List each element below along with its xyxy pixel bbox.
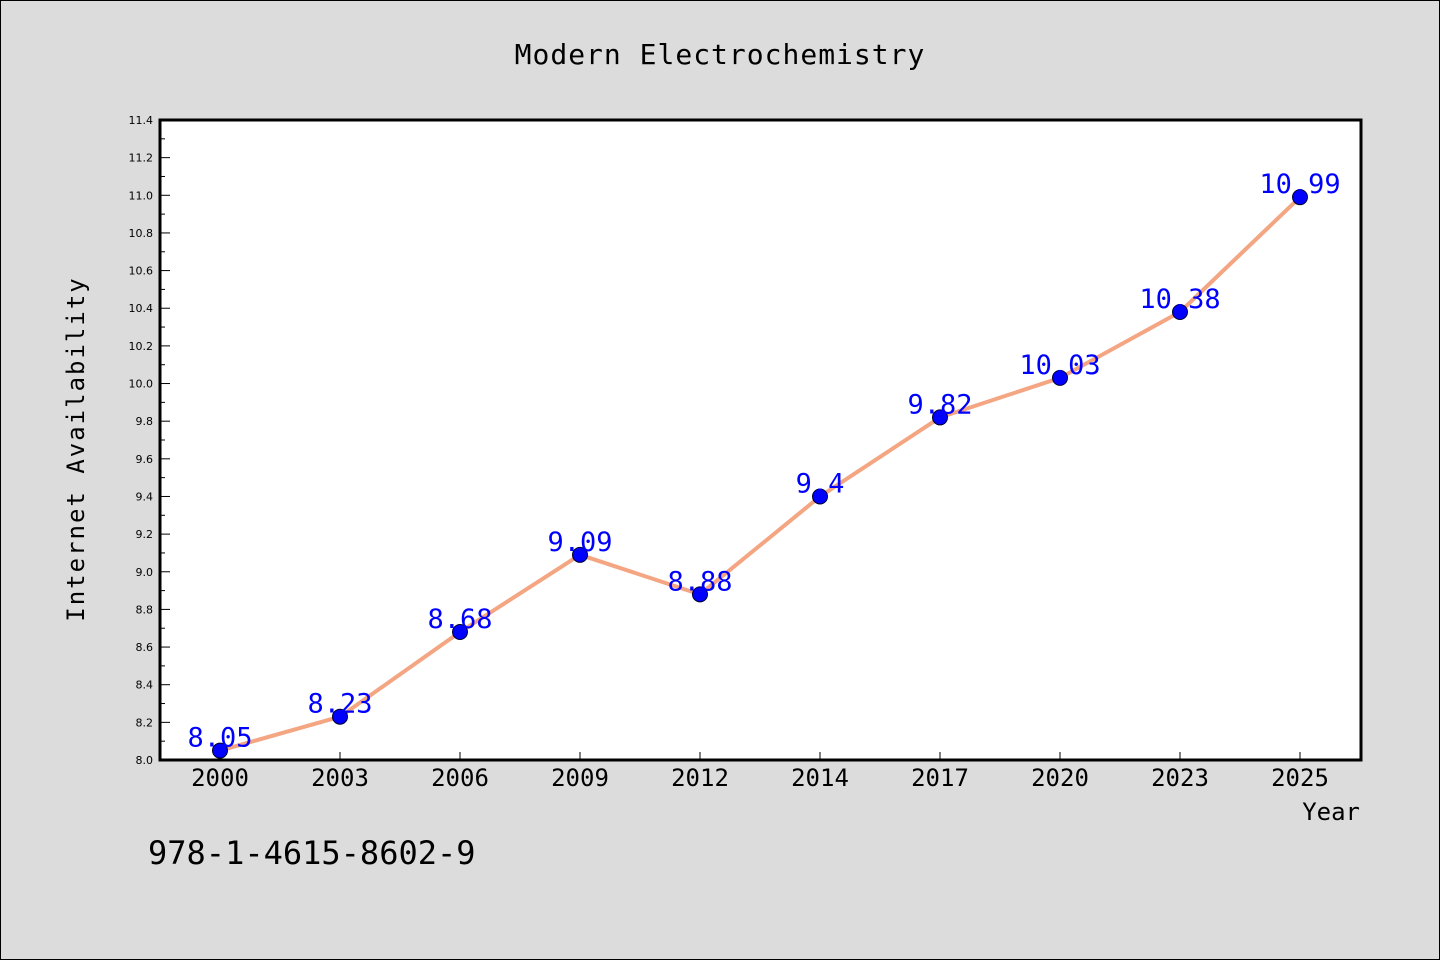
data-point-marker	[932, 409, 948, 426]
y-tick-label: 9.4	[136, 490, 154, 503]
data-point-marker	[692, 586, 708, 603]
data-labels: 8.05 8.23 8.68 9.09 8.88 9.4 9.82 10.03 10.38 10.…	[187, 169, 1340, 753]
y-tick-label: 11.4	[129, 114, 154, 127]
data-value-label: 8.23	[307, 689, 372, 720]
y-tick-label: 8.0	[136, 754, 154, 767]
y-tick-label: 11.2	[129, 152, 154, 165]
data-point-marker	[812, 488, 828, 505]
data-value-label: 10.03	[1019, 350, 1100, 381]
y-tick-label: 8.8	[136, 603, 154, 616]
y-tick-label: 10.6	[129, 265, 154, 278]
y-tick-label: 9.6	[136, 453, 154, 466]
y-tick-label: 10.8	[129, 227, 154, 240]
data-value-label: 10.38	[1139, 284, 1220, 315]
x-tick-label: 2023	[1151, 764, 1209, 792]
x-axis-ticks: 2000 2003 2006 2009 2012 2014 2017 2020 2023 2025	[191, 752, 1329, 792]
y-tick-label: 9.2	[136, 528, 154, 541]
y-tick-label: 10.4	[129, 302, 154, 315]
data-point-marker	[572, 546, 588, 563]
y-axis-ticks: 8.0 8.2 8.4 8.6 8.8 9.0 9.2 9.4 9.6 9.8 10.0 10.2 10…	[129, 114, 170, 767]
y-tick-label: 11.0	[129, 189, 154, 202]
y-tick-label: 10.2	[129, 340, 154, 353]
data-value-label: 9.82	[907, 389, 972, 420]
data-value-label: 9.4	[796, 468, 845, 499]
data-value-label: 8.05	[187, 723, 252, 754]
x-tick-label: 2009	[551, 764, 609, 792]
data-markers	[212, 189, 1308, 759]
data-point-marker	[1172, 304, 1188, 320]
data-point-marker	[332, 708, 348, 725]
series-line	[219, 195, 1302, 753]
y-tick-label: 9.0	[136, 566, 154, 579]
x-tick-label: 2006	[431, 764, 489, 792]
x-tick-label: 2012	[671, 764, 729, 792]
isbn-text: 978-1-4615-8602-9	[148, 834, 476, 872]
data-value-label: 10.99	[1259, 169, 1340, 200]
x-tick-label: 2017	[911, 764, 969, 792]
data-point-marker	[1292, 189, 1308, 206]
x-axis-label: Year	[1302, 798, 1360, 826]
y-tick-label: 9.8	[136, 415, 154, 428]
x-tick-label: 2020	[1031, 764, 1089, 792]
x-tick-label: 2003	[311, 764, 369, 792]
plot-frame	[158, 118, 1363, 762]
data-point-marker	[212, 742, 228, 759]
data-point-marker	[1052, 369, 1068, 386]
y-tick-label: 8.6	[136, 641, 154, 654]
plot-area	[160, 120, 1361, 760]
x-tick-label: 2014	[791, 764, 849, 792]
data-value-label: 8.88	[667, 566, 732, 597]
y-tick-label: 10.0	[129, 378, 154, 391]
y-tick-label: 8.2	[136, 716, 154, 729]
chart-title: Modern Electrochemistry	[515, 38, 926, 71]
data-value-label: 8.68	[427, 604, 492, 635]
data-value-label: 9.09	[547, 527, 612, 558]
y-tick-label: 8.4	[136, 679, 154, 692]
x-tick-label: 2025	[1271, 764, 1329, 792]
y-axis-label: Internet Availability	[62, 276, 90, 621]
x-tick-label: 2000	[191, 764, 249, 792]
data-point-marker	[452, 624, 468, 640]
